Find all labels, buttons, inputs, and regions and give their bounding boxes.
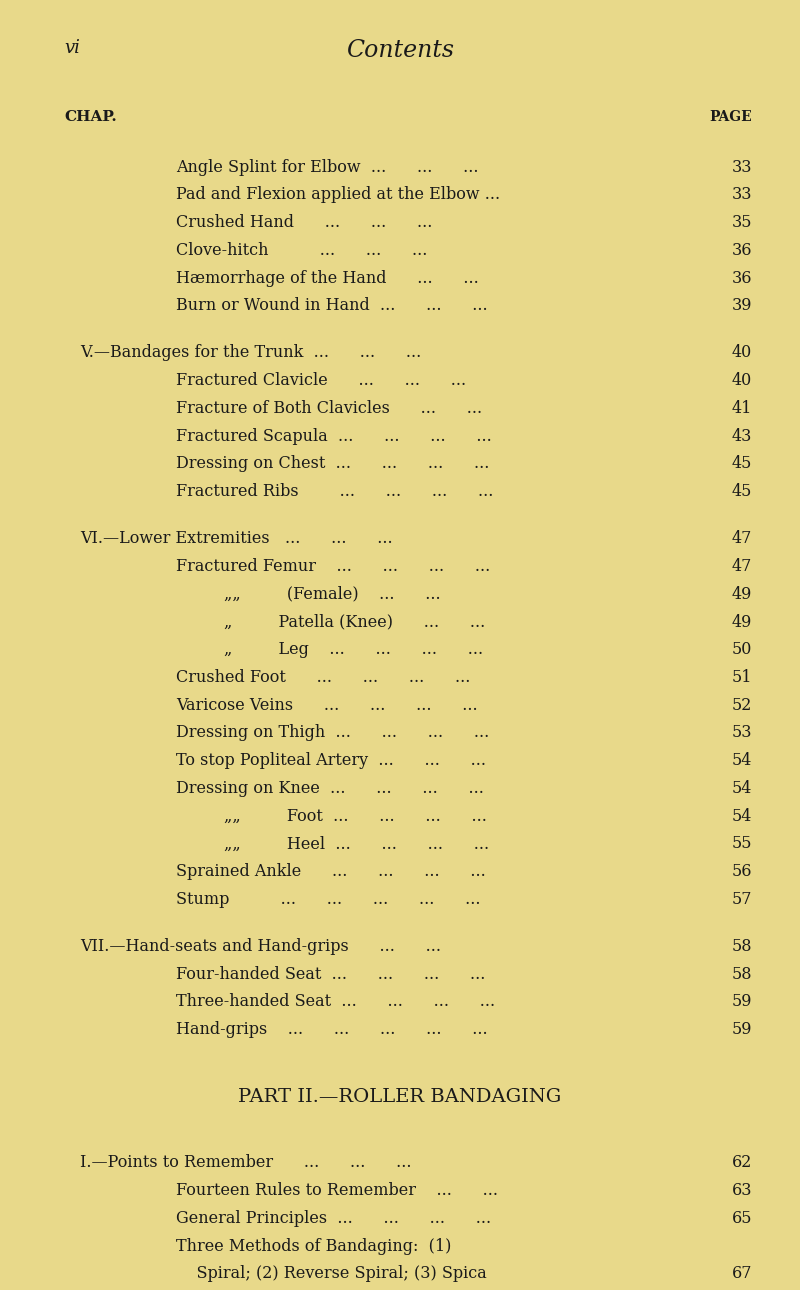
Text: Four-handed Seat  ...      ...      ...      ...: Four-handed Seat ... ... ... ...: [176, 966, 486, 983]
Text: 53: 53: [731, 725, 752, 742]
Text: 52: 52: [732, 697, 752, 713]
Text: VI.—Lower Extremities   ...      ...      ...: VI.—Lower Extremities ... ... ...: [80, 530, 393, 547]
Text: 49: 49: [732, 614, 752, 631]
Text: 40: 40: [732, 344, 752, 361]
Text: 33: 33: [731, 187, 752, 204]
Text: 36: 36: [731, 243, 752, 259]
Text: 45: 45: [732, 455, 752, 472]
Text: 62: 62: [732, 1155, 752, 1171]
Text: Fracture of Both Clavicles      ...      ...: Fracture of Both Clavicles ... ...: [176, 400, 482, 417]
Text: 49: 49: [732, 586, 752, 602]
Text: Fractured Femur    ...      ...      ...      ...: Fractured Femur ... ... ... ...: [176, 559, 490, 575]
Text: 51: 51: [731, 670, 752, 686]
Text: Sprained Ankle      ...      ...      ...      ...: Sprained Ankle ... ... ... ...: [176, 863, 486, 880]
Text: 40: 40: [732, 373, 752, 390]
Text: 47: 47: [732, 559, 752, 575]
Text: VII.—Hand-seats and Hand-grips      ...      ...: VII.—Hand-seats and Hand-grips ... ...: [80, 938, 441, 955]
Text: Dressing on Knee  ...      ...      ...      ...: Dressing on Knee ... ... ... ...: [176, 780, 484, 797]
Text: 55: 55: [731, 836, 752, 853]
Text: Fractured Ribs        ...      ...      ...      ...: Fractured Ribs ... ... ... ...: [176, 484, 494, 501]
Text: Dressing on Chest  ...      ...      ...      ...: Dressing on Chest ... ... ... ...: [176, 455, 490, 472]
Text: Burn or Wound in Hand  ...      ...      ...: Burn or Wound in Hand ... ... ...: [176, 297, 488, 315]
Text: 63: 63: [731, 1182, 752, 1200]
Text: Fourteen Rules to Remember    ...      ...: Fourteen Rules to Remember ... ...: [176, 1182, 498, 1200]
Text: 58: 58: [731, 966, 752, 983]
Text: „„         (Female)    ...      ...: „„ (Female) ... ...: [224, 586, 441, 602]
Text: 47: 47: [732, 530, 752, 547]
Text: Stump          ...      ...      ...      ...      ...: Stump ... ... ... ... ...: [176, 891, 481, 908]
Text: „„         Foot  ...      ...      ...      ...: „„ Foot ... ... ... ...: [224, 808, 487, 824]
Text: 54: 54: [732, 808, 752, 824]
Text: vi: vi: [64, 39, 80, 57]
Text: 50: 50: [732, 641, 752, 658]
Text: 57: 57: [731, 891, 752, 908]
Text: Dressing on Thigh  ...      ...      ...      ...: Dressing on Thigh ... ... ... ...: [176, 725, 490, 742]
Text: 54: 54: [732, 752, 752, 769]
Text: 35: 35: [731, 214, 752, 231]
Text: 67: 67: [731, 1265, 752, 1282]
Text: PAGE: PAGE: [710, 110, 752, 124]
Text: Crushed Foot      ...      ...      ...      ...: Crushed Foot ... ... ... ...: [176, 670, 470, 686]
Text: Hand-grips    ...      ...      ...      ...      ...: Hand-grips ... ... ... ... ...: [176, 1022, 488, 1038]
Text: 36: 36: [731, 270, 752, 286]
Text: 56: 56: [731, 863, 752, 880]
Text: General Principles  ...      ...      ...      ...: General Principles ... ... ... ...: [176, 1210, 491, 1227]
Text: 54: 54: [732, 780, 752, 797]
Text: „         Leg    ...      ...      ...      ...: „ Leg ... ... ... ...: [224, 641, 483, 658]
Text: Spiral; (2) Reverse Spiral; (3) Spica: Spiral; (2) Reverse Spiral; (3) Spica: [176, 1265, 486, 1282]
Text: 43: 43: [732, 428, 752, 445]
Text: 58: 58: [731, 938, 752, 955]
Text: „„         Heel  ...      ...      ...      ...: „„ Heel ... ... ... ...: [224, 836, 489, 853]
Text: V.—Bandages for the Trunk  ...      ...      ...: V.—Bandages for the Trunk ... ... ...: [80, 344, 422, 361]
Text: I.—Points to Remember      ...      ...      ...: I.—Points to Remember ... ... ...: [80, 1155, 411, 1171]
Text: Contents: Contents: [346, 39, 454, 62]
Text: Varicose Veins      ...      ...      ...      ...: Varicose Veins ... ... ... ...: [176, 697, 478, 713]
Text: Three Methods of Bandaging:  (1): Three Methods of Bandaging: (1): [176, 1237, 451, 1255]
Text: 39: 39: [731, 297, 752, 315]
Text: Crushed Hand      ...      ...      ...: Crushed Hand ... ... ...: [176, 214, 432, 231]
Text: 65: 65: [731, 1210, 752, 1227]
Text: 33: 33: [731, 159, 752, 175]
Text: 45: 45: [732, 484, 752, 501]
Text: Fractured Scapula  ...      ...      ...      ...: Fractured Scapula ... ... ... ...: [176, 428, 492, 445]
Text: Clove-hitch          ...      ...      ...: Clove-hitch ... ... ...: [176, 243, 427, 259]
Text: 59: 59: [731, 1022, 752, 1038]
Text: Three-handed Seat  ...      ...      ...      ...: Three-handed Seat ... ... ... ...: [176, 993, 495, 1010]
Text: To stop Popliteal Artery  ...      ...      ...: To stop Popliteal Artery ... ... ...: [176, 752, 486, 769]
Text: Angle Splint for Elbow  ...      ...      ...: Angle Splint for Elbow ... ... ...: [176, 159, 478, 175]
Text: CHAP.: CHAP.: [64, 110, 117, 124]
Text: Hæmorrhage of the Hand      ...      ...: Hæmorrhage of the Hand ... ...: [176, 270, 478, 286]
Text: Pad and Flexion applied at the Elbow ...: Pad and Flexion applied at the Elbow ...: [176, 187, 500, 204]
Text: „         Patella (Knee)      ...      ...: „ Patella (Knee) ... ...: [224, 614, 486, 631]
Text: 41: 41: [732, 400, 752, 417]
Text: Fractured Clavicle      ...      ...      ...: Fractured Clavicle ... ... ...: [176, 373, 466, 390]
Text: PART II.—ROLLER BANDAGING: PART II.—ROLLER BANDAGING: [238, 1087, 562, 1106]
Text: 59: 59: [731, 993, 752, 1010]
